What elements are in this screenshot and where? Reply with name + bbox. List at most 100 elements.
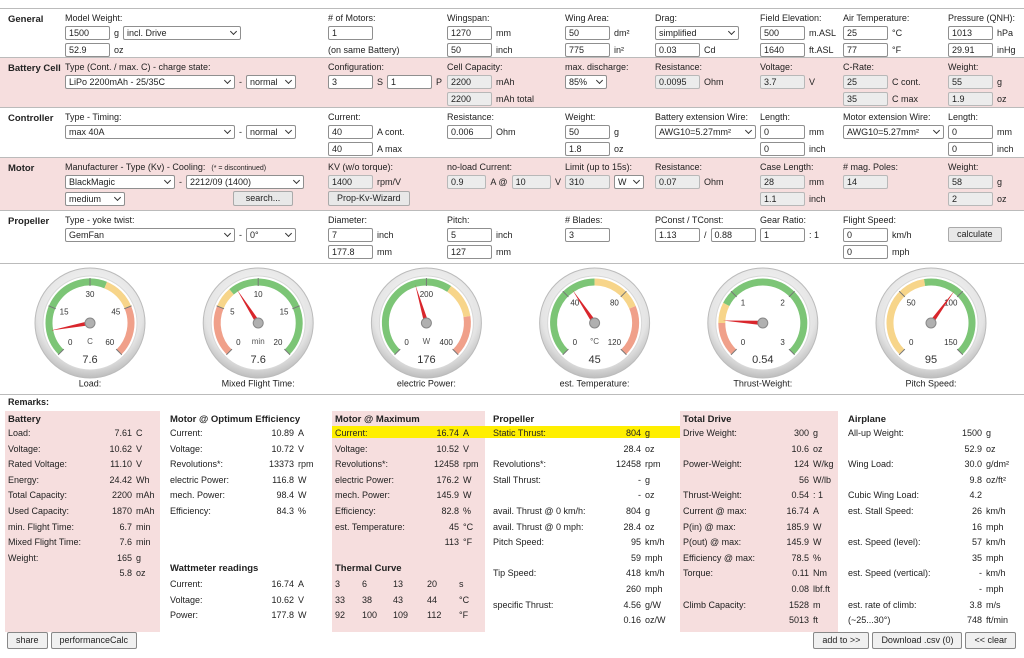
field-label: Diameter: [328,215,368,225]
gauge-tick-label: 0 [741,338,746,347]
text-input[interactable]: 77 [843,42,888,57]
row-value: 0.08 [791,584,809,594]
dropdown[interactable]: GemFan [65,227,235,242]
field-row: 1013 hPa [948,24,1018,41]
field: KV (w/o torque): 1400 rpm/V Prop-Kv-Wizard [328,161,443,207]
text-input[interactable]: 1 [387,74,433,89]
button[interactable]: performanceCalc [50,632,138,649]
row-value: 418 [625,568,641,579]
field: Wing Area: 50 dm² 775 in² [565,12,651,58]
dropdown[interactable]: normal [246,124,296,139]
row-label: Efficiency: [335,506,376,516]
button[interactable]: calculate [948,227,1002,242]
text-input[interactable]: 500 [760,25,805,40]
text-input[interactable]: 775 [565,42,610,57]
text-input[interactable]: 29.91 [948,42,993,57]
text-input[interactable]: 177.8 [328,244,373,259]
output-field: 28 [760,174,805,189]
button[interactable]: add to >> [813,632,870,649]
text-input[interactable]: 50 [447,42,492,57]
field-row: simplified [655,24,756,41]
button[interactable]: search... [233,191,293,206]
gauge-band [104,281,132,309]
text-input[interactable]: 0 [760,141,805,156]
field: Weight: 58 g 2 oz [948,161,1018,207]
row-unit: km/h [986,537,1006,548]
text-input[interactable]: 50 [565,25,610,40]
gauge-tick-label: 0 [573,338,578,347]
text-input[interactable]: 40 [328,141,373,156]
text-input[interactable]: 0.03 [655,42,700,57]
row-label: Voltage: [170,594,203,605]
text-input[interactable]: 1500 [65,25,110,40]
dropdown[interactable]: LiPo 2200mAh - 25/35C [65,74,235,89]
button[interactable]: << clear [965,632,1016,649]
unit-label: - [239,126,242,137]
text-input[interactable]: 1 [328,25,373,40]
text-input[interactable]: 3 [328,74,373,89]
text-input[interactable]: 1 [760,227,805,242]
dropdown[interactable]: medium [65,191,125,206]
button[interactable]: Download .csv (0) [872,632,963,649]
text-input[interactable]: 1013 [948,25,993,40]
dropdown[interactable]: max 40A [65,124,235,139]
field: Resistance: 0.006 Ohm [447,111,561,140]
text-input[interactable]: 1.13 [655,227,700,242]
row-value: 748 [966,615,982,626]
dropdown[interactable]: AWG10=5.27mm² [655,124,756,139]
row-unit: °C [463,521,474,532]
gauge-tick-label: 60 [105,338,114,347]
text-input[interactable]: 52.9 [65,42,110,57]
field-row: BlackMagic -2212/09 (1400) [65,173,324,190]
text-input[interactable]: 0.006 [447,124,492,139]
button[interactable]: share [7,632,48,649]
row-unit: Wh [136,474,150,485]
dropdown[interactable]: 0° [246,227,296,242]
row-value: 5013 [788,615,809,626]
text-input[interactable]: 127 [447,244,492,259]
text-input[interactable]: 0 [843,244,888,259]
text-input[interactable]: 40 [328,124,373,139]
dropdown[interactable]: W [614,174,644,189]
dropdown[interactable]: 2212/09 (1400) [186,174,304,189]
text-input[interactable]: 1640 [760,42,805,57]
dropdown[interactable]: BlackMagic [65,174,175,189]
text-input[interactable]: 0 [760,124,805,139]
button[interactable]: Prop-Kv-Wizard [328,191,410,206]
thermal-cell: 112 [427,610,442,621]
text-input[interactable]: 25 [843,25,888,40]
unit-label: mAh total [496,93,535,104]
field-row: 2200 mAh [447,73,561,90]
dropdown[interactable]: incl. Drive [123,25,242,40]
text-input[interactable]: 3 [565,227,610,242]
row-value: 84.3 [276,506,294,516]
text-input[interactable]: 5 [447,227,492,242]
gauge-band [886,279,926,355]
row-label: Torque: [683,568,714,579]
dropdown[interactable]: simplified [655,25,739,40]
field: Resistance: 0.0095 Ohm [655,61,756,90]
text-input[interactable]: 0 [948,141,993,156]
text-input[interactable]: 0 [948,124,993,139]
text-input[interactable]: 7 [328,227,373,242]
text-input[interactable]: 1.8 [565,141,610,156]
row-value: 16.74 [436,428,459,438]
row-unit: W [298,490,307,501]
row-unit: V [298,594,305,605]
dropdown[interactable]: normal [246,74,296,89]
field-label: Manufacturer - Type (Kv) - Cooling: (* = … [65,162,267,172]
gauge-value: 45 [588,354,600,366]
row-value: 26 [971,506,982,516]
field-row: 1.1 inch [760,190,839,207]
field-label: Weight: [948,62,979,72]
unit-label: V [554,176,561,187]
text-input[interactable]: 0 [843,227,888,242]
gauge-value: 95 [925,354,937,366]
text-input[interactable]: 50 [565,124,610,139]
text-input[interactable]: 1270 [447,25,492,40]
field-label: Type (Cont. / max. C) - charge state: [65,62,211,72]
dropdown[interactable]: AWG10=5.27mm² [843,124,944,139]
text-input[interactable]: 0.88 [710,227,756,242]
field-row: 7 inch [328,226,443,243]
dropdown[interactable]: 85% [565,74,607,89]
